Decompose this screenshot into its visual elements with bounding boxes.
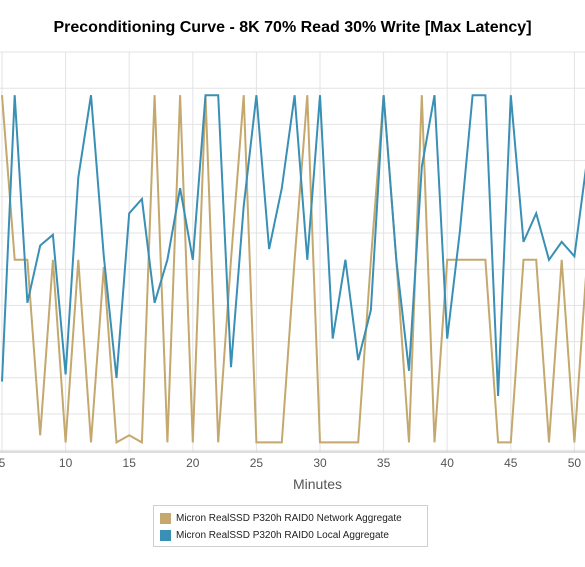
legend-label-network: Micron RealSSD P320h RAID0 Network Aggre… [176, 513, 402, 524]
chart-title: Preconditioning Curve - 8K 70% Read 30% … [53, 19, 532, 36]
plot-area: 5 10 15 20 25 30 35 40 45 50 [0, 51, 585, 470]
legend-entry-local[interactable]: Micron RealSSD P320h RAID0 Local Aggrega… [160, 527, 427, 544]
legend-swatch-local [160, 530, 171, 541]
legend: Micron RealSSD P320h RAID0 Network Aggre… [153, 505, 428, 547]
x-tick-label: 10 [59, 456, 73, 470]
series-layer [1, 94, 585, 445]
x-tick-label: 5 [0, 456, 6, 470]
x-tick-label: 45 [504, 456, 518, 470]
legend-entry-network[interactable]: Micron RealSSD P320h RAID0 Network Aggre… [160, 510, 427, 527]
x-tick-label: 15 [123, 456, 137, 470]
x-tick-label: 30 [313, 456, 327, 470]
legend-swatch-network [160, 513, 171, 524]
x-tick-label: 35 [377, 456, 391, 470]
x-axis-label: Minutes [292, 476, 343, 492]
legend-label-local: Micron RealSSD P320h RAID0 Local Aggrega… [176, 530, 389, 541]
x-tick-label: 40 [441, 456, 455, 470]
x-tick-label: 25 [250, 456, 264, 470]
series-line-network [1, 95, 585, 445]
grid-layer [0, 51, 585, 453]
series-line-local [1, 94, 585, 396]
x-tick-label: 20 [186, 456, 200, 470]
x-tick-labels: 5 10 15 20 25 30 35 40 45 50 [0, 456, 581, 470]
x-tick-label: 50 [568, 456, 582, 470]
